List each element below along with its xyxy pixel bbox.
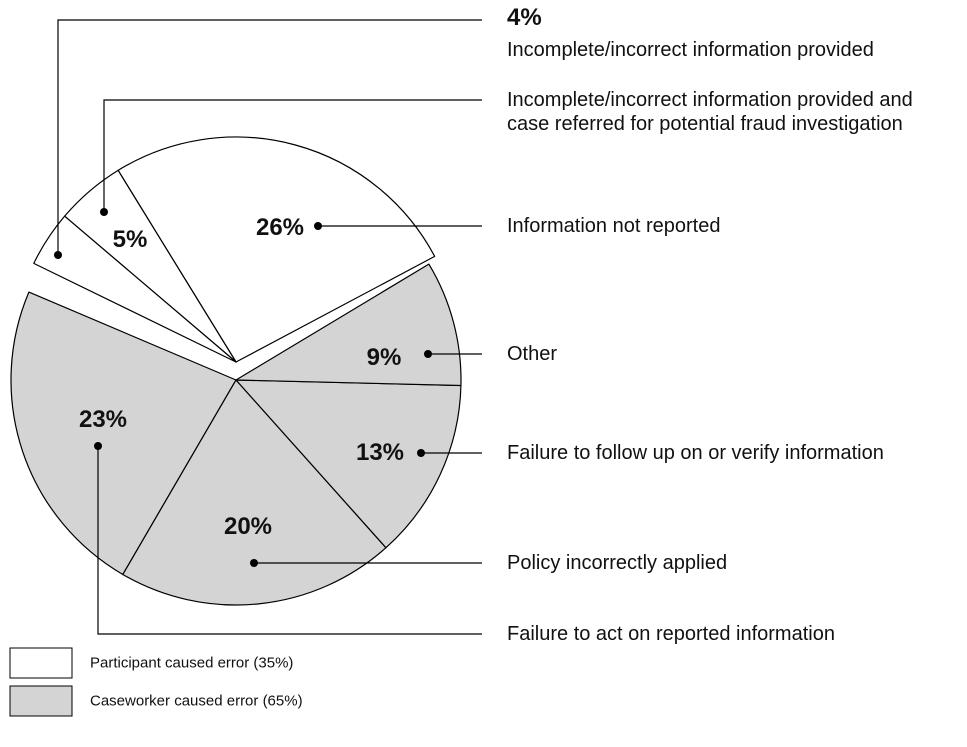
legend-swatch: [9, 685, 73, 717]
callout-dot: [54, 251, 62, 259]
pie-slice: [122, 379, 387, 606]
slice-label: 20%: [223, 513, 273, 540]
slice-label: 26%: [255, 214, 305, 241]
callout-line: [103, 99, 482, 212]
pie-slice: [235, 379, 462, 549]
category-label: Incomplete/incorrect information provide…: [507, 39, 874, 61]
callout-dot: [314, 222, 322, 230]
legend-label: Caseworker caused error (65%): [90, 692, 303, 710]
pie-slice: [10, 291, 237, 576]
slice-label: 4%: [507, 4, 542, 31]
slice-label: 5%: [112, 226, 148, 253]
category-label: Failure to follow up on or verify inform…: [507, 442, 884, 464]
slice-label: 9%: [366, 344, 402, 371]
pie-slice: [33, 215, 237, 363]
category-label: Failure to act on reported information: [507, 623, 835, 645]
callout-dot: [94, 442, 102, 450]
callout-line: [97, 446, 482, 635]
pie-slice: [117, 136, 436, 363]
callout-dot: [417, 449, 425, 457]
category-label: Policy incorrectly applied: [507, 552, 728, 574]
slice-label: 13%: [355, 439, 405, 466]
category-label: Incomplete/incorrect information provide…: [507, 89, 913, 135]
slice-label: 23%: [78, 406, 128, 433]
callout-line: [57, 19, 482, 255]
pie-slice: [235, 263, 462, 387]
legend-swatch: [9, 647, 73, 679]
category-label: Information not reported: [507, 215, 721, 237]
callout-dot: [424, 350, 432, 358]
legend-label: Participant caused error (35%): [90, 654, 294, 672]
callout-dot: [100, 208, 108, 216]
category-label: Other: [507, 343, 558, 365]
callout-dot: [250, 559, 258, 567]
